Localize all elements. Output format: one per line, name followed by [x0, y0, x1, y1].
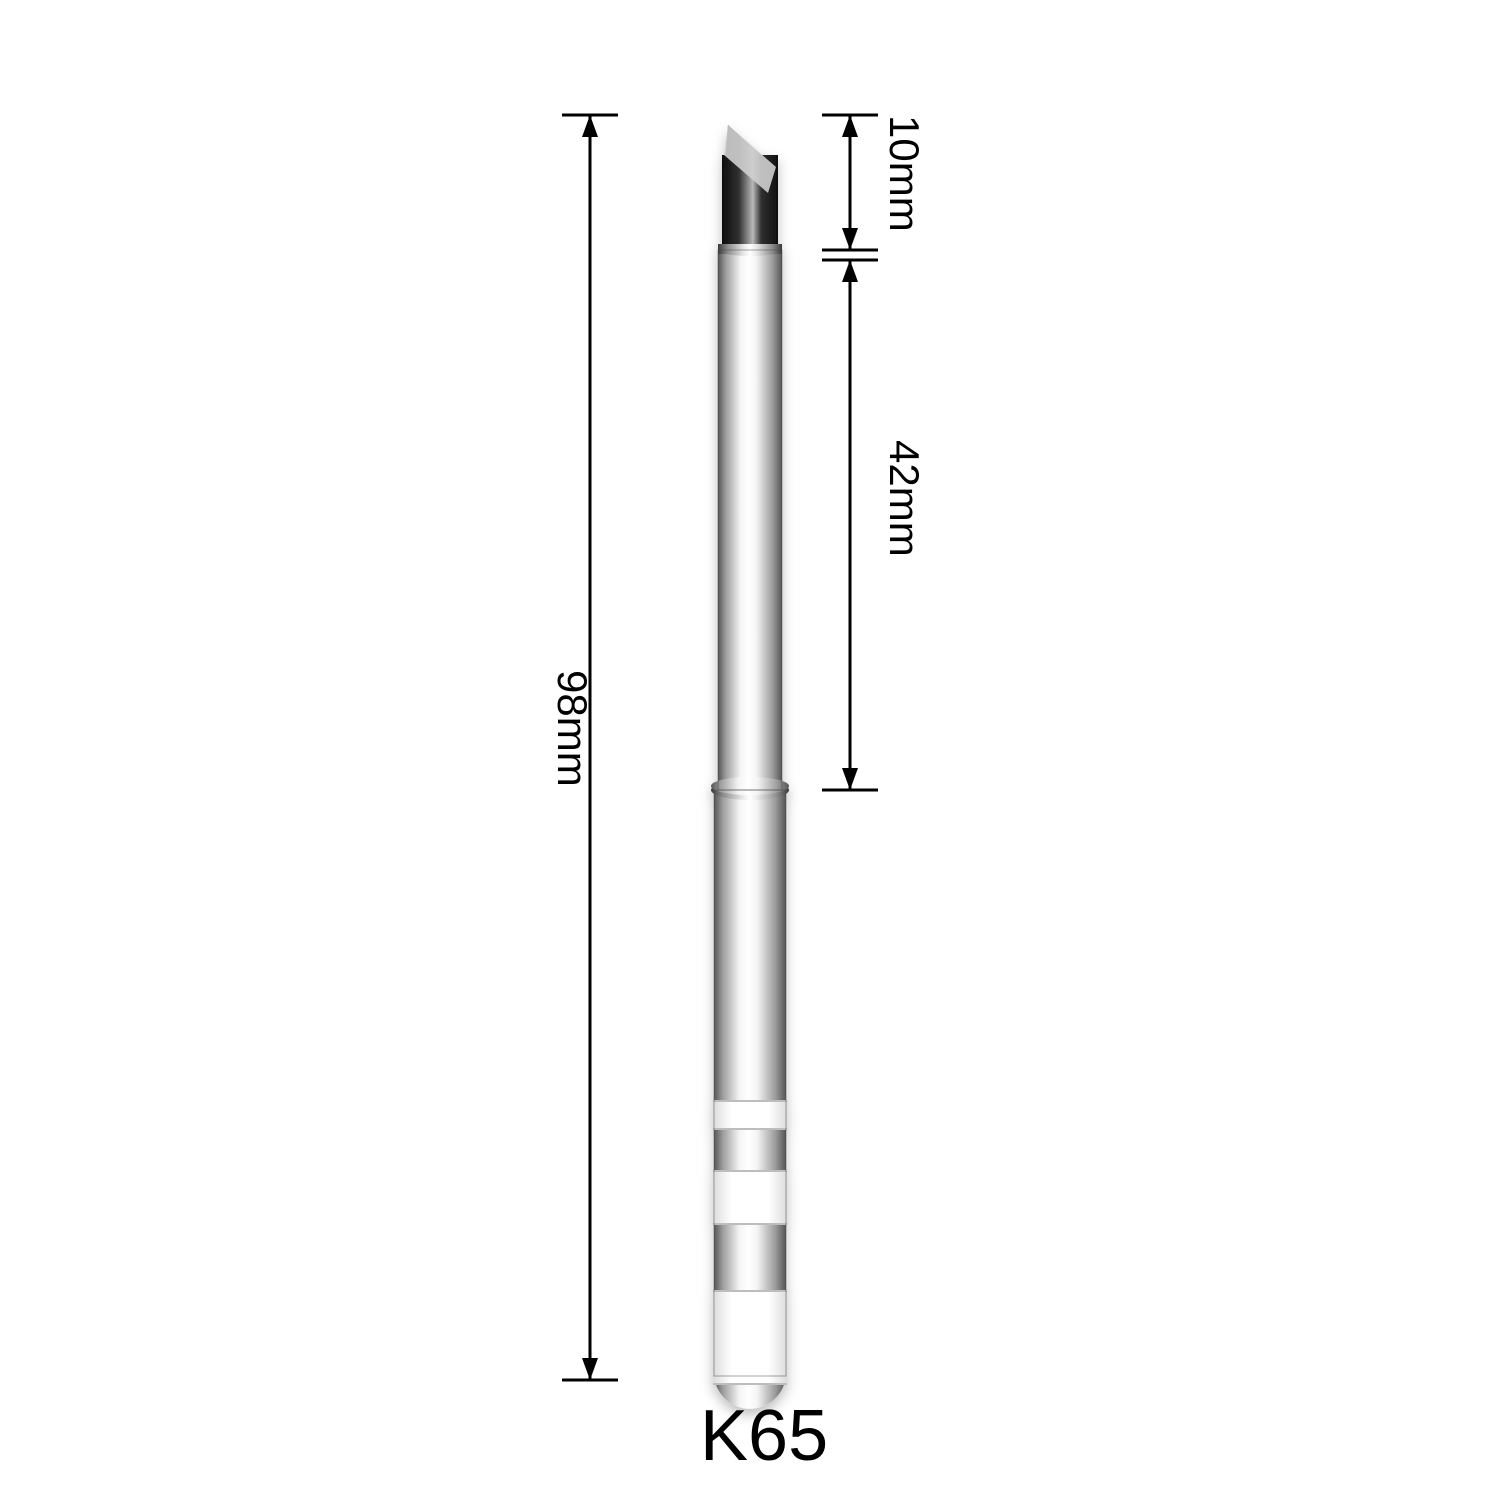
model-label: K65 [700, 1395, 828, 1477]
dim-total-label: 98mm [548, 670, 596, 787]
diagram-stage: 98mm 10mm 42mm K65 [0, 0, 1500, 1500]
dim-upper-label: 42mm [880, 440, 928, 557]
diagram-svg [0, 0, 1500, 1500]
soldering-tip [711, 125, 789, 1409]
dim-tip-label: 10mm [880, 115, 928, 232]
